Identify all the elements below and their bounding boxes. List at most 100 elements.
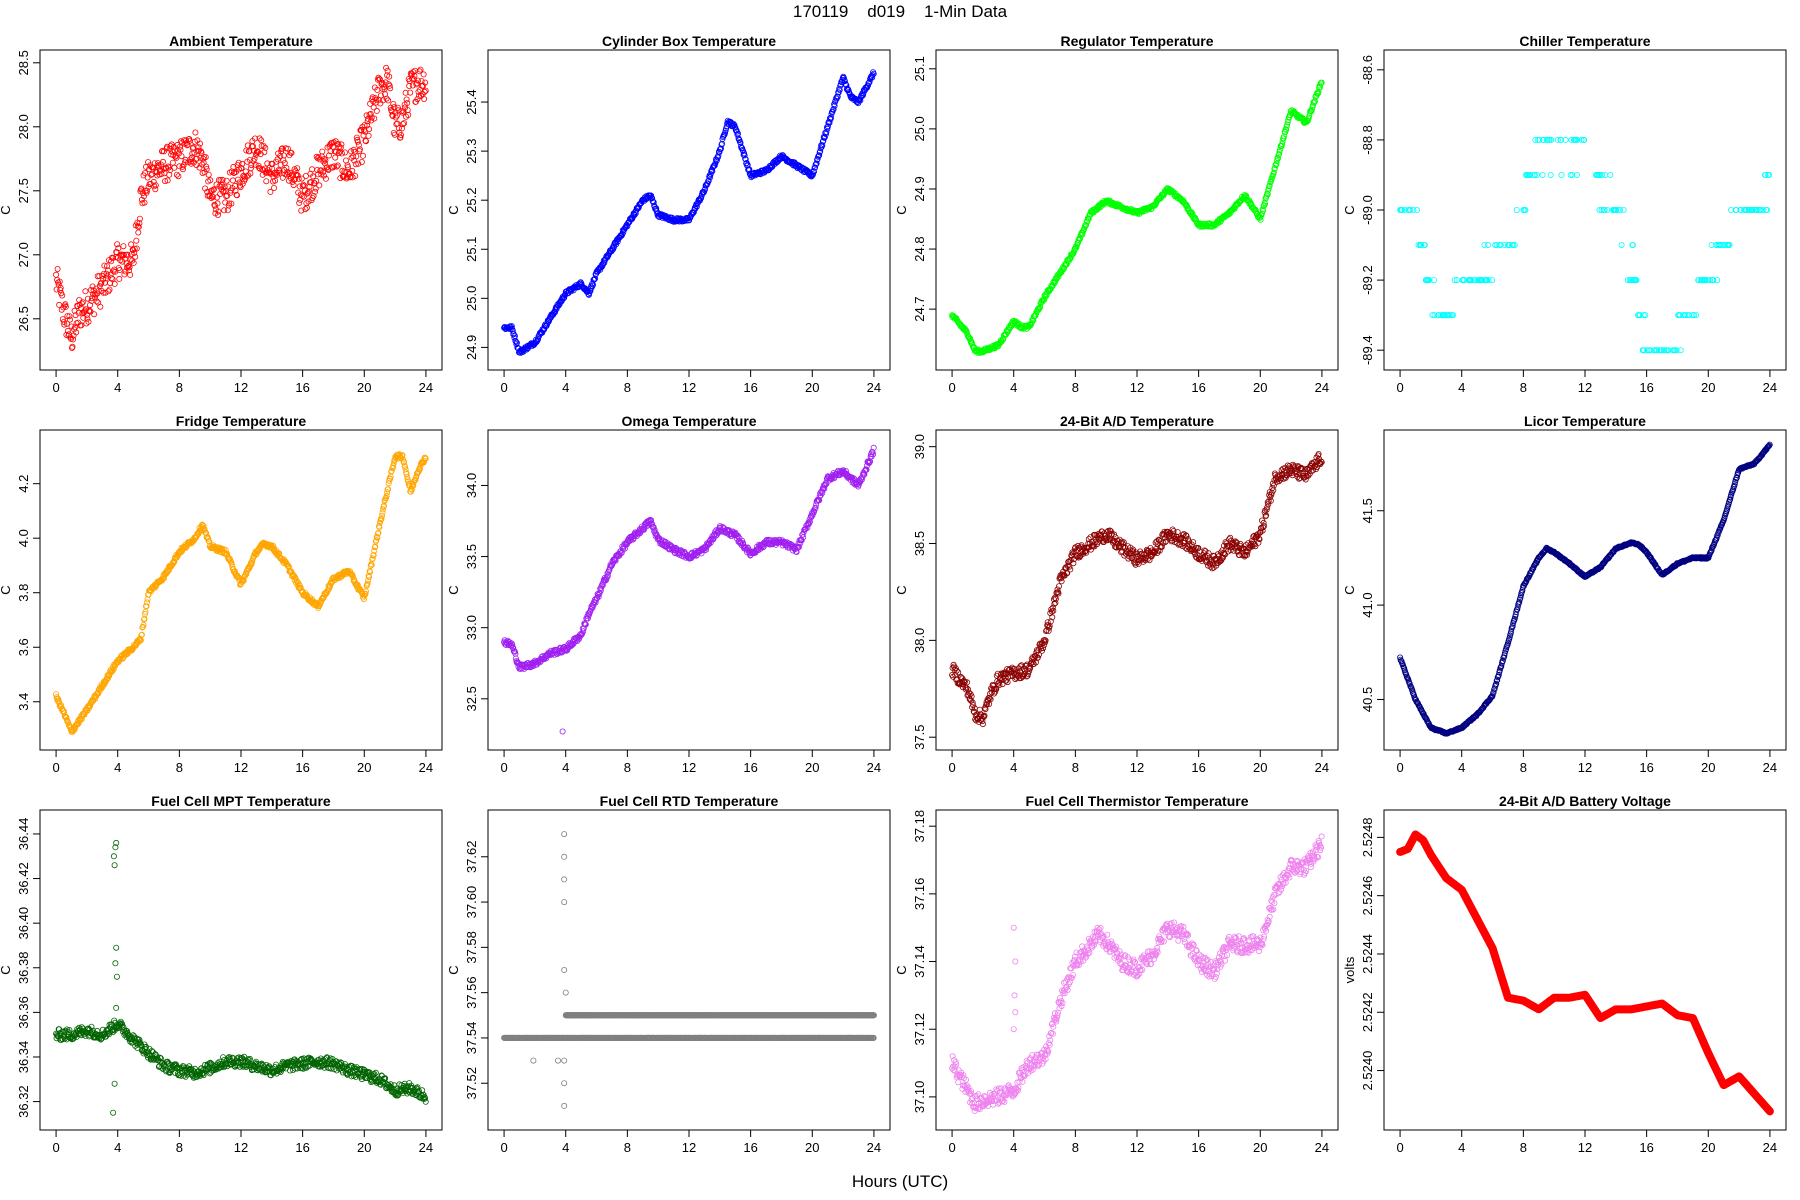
data-point: [171, 164, 178, 171]
x-tick-label: 0: [52, 380, 59, 395]
data-point: [1511, 241, 1518, 248]
chart-title: Fridge Temperature: [176, 413, 307, 429]
data-point: [144, 174, 151, 181]
x-tick-label: 12: [1578, 380, 1592, 395]
chart-title: Chiller Temperature: [1519, 33, 1650, 49]
x-tick-label: 4: [114, 380, 121, 395]
x-tick-label: 8: [1072, 380, 1079, 395]
data-point: [152, 182, 159, 189]
data-point: [61, 321, 68, 328]
data-point: [300, 193, 307, 200]
data-point: [371, 115, 378, 122]
data-point: [85, 318, 92, 325]
data-point: [295, 175, 302, 182]
data-point: [132, 253, 139, 260]
data-point: [1573, 171, 1580, 178]
data-point: [585, 291, 592, 298]
data-point: [353, 153, 360, 160]
data-point: [1407, 206, 1414, 213]
data-point: [962, 326, 969, 333]
data-point: [724, 117, 731, 124]
data-point: [91, 311, 98, 318]
data-point: [1548, 136, 1555, 143]
data-point: [823, 128, 830, 135]
data-point: [278, 145, 285, 152]
data-point: [283, 164, 290, 171]
data-point: [394, 104, 401, 111]
data-point: [145, 159, 152, 166]
data-point: [1644, 347, 1651, 354]
data-point: [1318, 79, 1325, 86]
data-point: [214, 200, 221, 207]
y-tick-label: -89.2: [1360, 265, 1375, 295]
y-tick-label: 33.5: [464, 544, 479, 569]
data-point: [401, 120, 408, 127]
data-point: [131, 249, 138, 256]
x-tick-label: 24: [419, 380, 433, 395]
data-point: [820, 137, 827, 144]
data-point: [731, 122, 738, 129]
x-tick-label: 8: [176, 380, 183, 395]
data-point: [1506, 241, 1513, 248]
data-point: [716, 148, 723, 155]
data-point: [316, 156, 323, 163]
y-axis-label: C: [1342, 205, 1357, 214]
series-omega-temperature: [501, 444, 877, 735]
data-point: [279, 145, 286, 152]
data-point: [223, 193, 230, 200]
data-point: [1546, 136, 1553, 143]
data-point: [207, 177, 214, 184]
data-point: [811, 168, 818, 175]
data-point: [1429, 312, 1436, 319]
data-point: [1633, 277, 1640, 284]
data-point: [1527, 171, 1534, 178]
data-point: [222, 199, 229, 206]
data-point: [314, 166, 321, 173]
data-point: [735, 130, 742, 137]
data-point: [352, 161, 359, 168]
data-point: [259, 166, 266, 173]
series-chiller-temperature: [1397, 136, 1773, 354]
y-tick-label: 33.0: [464, 615, 479, 640]
x-tick-label: 12: [1578, 760, 1592, 775]
data-point: [421, 88, 428, 95]
data-point: [1598, 206, 1605, 213]
x-tick-label: 4: [1010, 760, 1017, 775]
series-fridge-temperature: [53, 451, 429, 735]
data-point: [358, 127, 365, 134]
data-point: [1485, 277, 1492, 284]
x-tick-label: 0: [52, 760, 59, 775]
data-point: [1533, 171, 1540, 178]
data-point: [373, 96, 380, 103]
data-point: [304, 189, 311, 196]
data-point: [1615, 206, 1622, 213]
data-point: [824, 123, 831, 130]
data-point: [834, 93, 841, 100]
data-point: [69, 343, 76, 350]
data-point: [1052, 278, 1059, 285]
data-point: [59, 292, 66, 299]
x-tick-label: 20: [1253, 380, 1267, 395]
data-point: [358, 158, 365, 165]
y-tick-label: 4.2: [16, 475, 31, 493]
data-point: [737, 138, 744, 145]
data-point: [1640, 312, 1647, 319]
data-point: [405, 112, 412, 119]
data-point: [272, 177, 279, 184]
y-tick-label: 39.0: [912, 434, 927, 459]
data-point: [310, 192, 317, 199]
data-point: [256, 135, 263, 142]
data-point: [810, 167, 817, 174]
data-point: [60, 318, 67, 325]
data-point: [690, 209, 697, 216]
data-point: [1501, 241, 1508, 248]
data-point: [701, 187, 708, 194]
x-tick-label: 12: [1130, 760, 1144, 775]
data-point: [819, 142, 826, 149]
data-point: [126, 267, 133, 274]
data-point: [1276, 148, 1283, 155]
data-point: [1414, 206, 1421, 213]
data-point: [128, 241, 135, 248]
